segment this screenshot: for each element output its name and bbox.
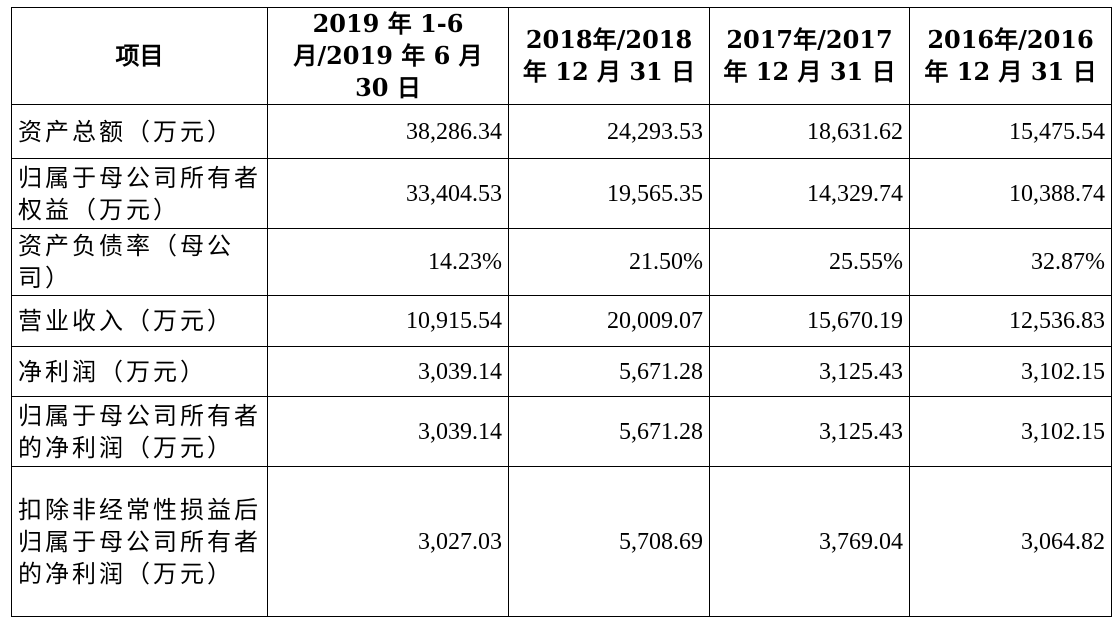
cell-value: 3,769.04 [709, 466, 910, 617]
row-label: 营业收入（万元） [11, 295, 268, 347]
row-label: 净利润（万元） [11, 346, 268, 397]
table-row: 净利润（万元） 3,039.14 5,671.28 3,125.43 3,102… [11, 346, 1112, 397]
cell-value: 3,039.14 [267, 396, 509, 467]
cell-value: 12,536.83 [909, 295, 1112, 347]
cell-value: 19,565.35 [508, 158, 710, 229]
row-label: 资产总额（万元） [11, 104, 268, 159]
row-label: 归属于母公司所有者权益（万元） [11, 158, 268, 229]
cell-value: 38,286.34 [267, 104, 509, 159]
cell-value: 14,329.74 [709, 158, 910, 229]
financial-summary-table: 项目 2019 年 1-6 月/2019 年 6 月 30 日 2018年/20… [11, 7, 1112, 617]
header-row: 项目 2019 年 1-6 月/2019 年 6 月 30 日 2018年/20… [11, 7, 1112, 105]
row-label: 扣除非经常性损益后归属于母公司所有者的净利润（万元） [11, 466, 268, 617]
cell-value: 33,404.53 [267, 158, 509, 229]
cell-value: 3,027.03 [267, 466, 509, 617]
cell-value: 25.55% [709, 228, 910, 296]
cell-value: 3,039.14 [267, 346, 509, 397]
cell-value: 24,293.53 [508, 104, 710, 159]
cell-value: 10,915.54 [267, 295, 509, 347]
table-row: 扣除非经常性损益后归属于母公司所有者的净利润（万元） 3,027.03 5,70… [11, 466, 1112, 617]
cell-value: 3,102.15 [909, 396, 1112, 467]
cell-value: 3,064.82 [909, 466, 1112, 617]
header-2019h1: 2019 年 1-6 月/2019 年 6 月 30 日 [267, 7, 509, 105]
header-2017: 2017年/2017年 12 月 31 日 [709, 7, 910, 105]
cell-value: 3,125.43 [709, 346, 910, 397]
cell-value: 3,125.43 [709, 396, 910, 467]
table-row: 归属于母公司所有者的净利润（万元） 3,039.14 5,671.28 3,12… [11, 396, 1112, 467]
row-label: 归属于母公司所有者的净利润（万元） [11, 396, 268, 467]
cell-value: 5,671.28 [508, 396, 710, 467]
header-2016: 2016年/2016年 12 月 31 日 [909, 7, 1112, 105]
table-row: 资产总额（万元） 38,286.34 24,293.53 18,631.62 1… [11, 104, 1112, 159]
cell-value: 14.23% [267, 228, 509, 296]
header-item: 项目 [11, 7, 268, 105]
cell-value: 3,102.15 [909, 346, 1112, 397]
cell-value: 21.50% [508, 228, 710, 296]
cell-value: 5,671.28 [508, 346, 710, 397]
cell-value: 15,475.54 [909, 104, 1112, 159]
cell-value: 10,388.74 [909, 158, 1112, 229]
row-label: 资产负债率（母公司） [11, 228, 268, 296]
table-row: 资产负债率（母公司） 14.23% 21.50% 25.55% 32.87% [11, 228, 1112, 296]
cell-value: 20,009.07 [508, 295, 710, 347]
table-row: 营业收入（万元） 10,915.54 20,009.07 15,670.19 1… [11, 295, 1112, 347]
table-row: 归属于母公司所有者权益（万元） 33,404.53 19,565.35 14,3… [11, 158, 1112, 229]
header-2018: 2018年/2018年 12 月 31 日 [508, 7, 710, 105]
cell-value: 15,670.19 [709, 295, 910, 347]
cell-value: 5,708.69 [508, 466, 710, 617]
cell-value: 32.87% [909, 228, 1112, 296]
cell-value: 18,631.62 [709, 104, 910, 159]
